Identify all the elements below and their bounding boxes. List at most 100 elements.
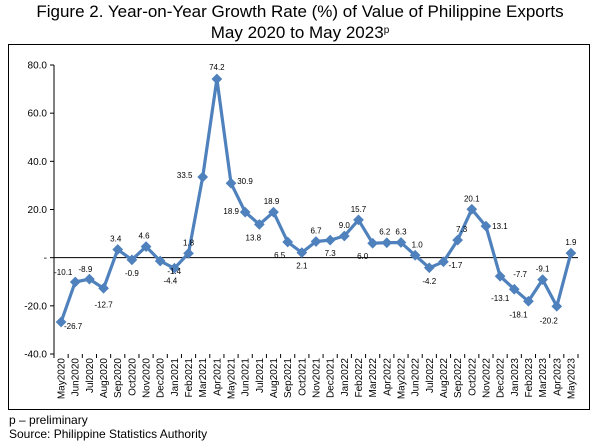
x-tick-label: Sep2022 <box>453 358 464 398</box>
data-label: 13.8 <box>246 233 262 242</box>
data-label: 6.3 <box>395 227 407 236</box>
x-tick-label: May2021 <box>227 358 238 400</box>
data-label: 6.5 <box>274 251 286 260</box>
data-point <box>409 249 421 261</box>
data-label: -4.2 <box>422 277 436 286</box>
x-tick-label: May2020 <box>57 358 68 400</box>
data-label: 30.9 <box>237 177 253 186</box>
data-label: -1.4 <box>167 267 181 276</box>
data-label: -10.1 <box>54 268 73 277</box>
data-point <box>353 214 364 226</box>
data-point <box>154 255 166 267</box>
data-label: 18.9 <box>264 197 280 206</box>
x-tick-label: Jan2022 <box>340 358 351 397</box>
data-label: 6.7 <box>310 227 322 236</box>
data-label: 13.1 <box>492 222 508 231</box>
data-point <box>169 262 180 274</box>
data-point <box>452 234 463 246</box>
data-label: 15.7 <box>351 205 367 214</box>
data-label: 20.1 <box>464 194 480 203</box>
data-point <box>466 203 478 215</box>
data-point <box>523 295 534 307</box>
data-label: -9.1 <box>536 265 550 274</box>
data-point <box>69 276 81 288</box>
data-label: 1.9 <box>565 238 577 247</box>
x-tick-label: May2022 <box>396 358 407 400</box>
x-tick-label: Feb2021 <box>184 358 195 398</box>
data-point <box>112 244 124 255</box>
x-tick-label: Sep2021 <box>283 358 294 398</box>
data-point <box>508 283 520 295</box>
x-tick-label: Aug2020 <box>99 358 110 398</box>
data-point <box>367 237 379 249</box>
data-point <box>126 254 138 266</box>
x-tick-label: Jan2021 <box>170 358 181 397</box>
data-point <box>140 241 152 252</box>
x-tick-label: Jun2022 <box>411 358 422 397</box>
data-label: 7.3 <box>325 249 337 258</box>
data-point <box>423 262 435 274</box>
x-tick-label: Feb2022 <box>354 358 365 398</box>
data-point <box>282 236 294 248</box>
y-tick-label: -40.0 <box>24 350 47 361</box>
y-tick-label: -20.0 <box>24 301 47 312</box>
series-line <box>59 77 573 323</box>
x-tick-label: Dec2021 <box>326 358 337 398</box>
x-tick-label: Nov2022 <box>481 358 492 398</box>
x-tick-label: Feb2023 <box>524 358 535 398</box>
data-point <box>395 237 407 248</box>
x-tick-label: Apr2021 <box>212 358 223 396</box>
data-label: 1.0 <box>412 240 424 249</box>
data-label: 6.0 <box>357 252 369 261</box>
chart-title-line2: May 2020 to May 2023p <box>0 21 600 43</box>
y-tick-label: 80.0 <box>28 61 48 72</box>
x-tick-label: Mar2023 <box>538 358 549 398</box>
data-label: 7.3 <box>456 225 468 234</box>
data-point <box>253 219 265 230</box>
data-label: 4.6 <box>138 232 150 241</box>
x-tick-label: Oct2021 <box>297 358 308 396</box>
data-point <box>239 206 251 218</box>
data-point <box>98 282 109 294</box>
data-point <box>310 236 322 247</box>
x-tick-label: Apr2023 <box>552 358 563 396</box>
x-tick-label: Sep2020 <box>113 358 124 398</box>
data-point <box>183 247 194 259</box>
data-point <box>438 256 449 268</box>
data-label: 18.9 <box>223 207 239 216</box>
data-label: -4.4 <box>163 276 177 285</box>
data-point <box>296 247 308 258</box>
data-label: 2.1 <box>296 262 308 271</box>
data-point <box>324 234 336 246</box>
y-tick-label: 20.0 <box>28 205 48 216</box>
data-label: -0.9 <box>125 269 139 278</box>
chart-title-range: May 2020 to May 2023 <box>210 23 384 42</box>
data-label: 3.4 <box>110 234 122 243</box>
data-point <box>225 177 237 189</box>
x-tick-label: Mar2022 <box>368 358 379 398</box>
x-tick-label: Nov2020 <box>142 358 153 398</box>
x-tick-label: Nov2021 <box>312 358 323 398</box>
data-point <box>537 274 548 285</box>
data-point <box>211 73 223 85</box>
data-label: 74.2 <box>209 63 225 72</box>
data-point <box>84 273 95 285</box>
x-tick-label: Oct2022 <box>467 358 478 396</box>
preliminary-marker: p <box>383 25 390 36</box>
data-label: -1.7 <box>449 261 463 270</box>
x-tick-label: Jun2020 <box>71 358 82 397</box>
y-tick-label: 40.0 <box>28 157 48 168</box>
x-tick-label: Jun2021 <box>241 358 252 397</box>
data-label: -20.2 <box>540 316 559 325</box>
data-label: -26.7 <box>64 322 83 331</box>
data-label: 1.8 <box>183 238 195 247</box>
x-tick-label: Aug2022 <box>439 358 450 398</box>
data-label: 33.5 <box>177 171 193 180</box>
data-label: -18.1 <box>509 310 528 319</box>
x-tick-label: Dec2022 <box>496 358 507 398</box>
data-label: 9.0 <box>339 221 351 230</box>
chart-frame: 80.0 60.0 40.0 20.0- -20.0 -40.0 May2020 Jun202… <box>8 44 590 410</box>
data-label: -13.1 <box>491 294 510 303</box>
footnote: p – preliminary <box>9 413 88 427</box>
